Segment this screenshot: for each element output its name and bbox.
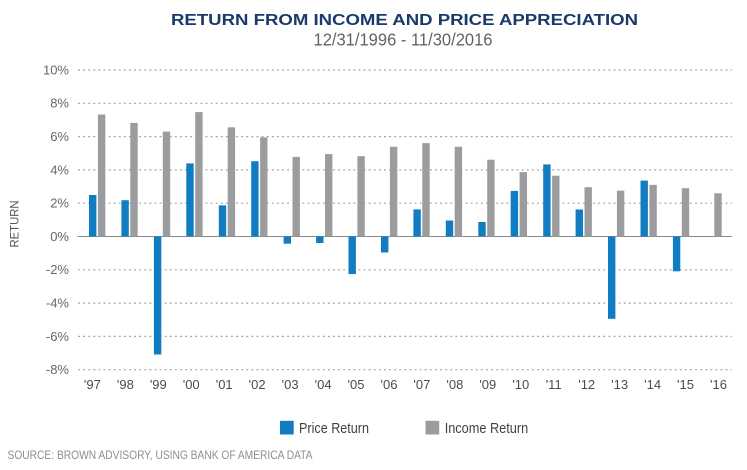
svg-text:'05: '05 — [348, 377, 365, 392]
svg-text:-4%: -4% — [46, 296, 70, 311]
svg-text:10%: 10% — [43, 62, 69, 77]
svg-text:'14: '14 — [644, 377, 661, 392]
svg-text:-6%: -6% — [46, 329, 70, 344]
svg-text:-2%: -2% — [46, 262, 70, 277]
svg-text:'13: '13 — [611, 377, 628, 392]
svg-text:2%: 2% — [50, 196, 69, 211]
svg-text:RETURN: RETURN — [9, 201, 21, 248]
svg-text:RETURN FROM INCOME AND PRICE A: RETURN FROM INCOME AND PRICE APPRECIATIO… — [171, 12, 638, 29]
svg-text:-8%: -8% — [46, 362, 70, 377]
svg-text:'10: '10 — [512, 377, 529, 392]
svg-text:'00: '00 — [183, 377, 200, 392]
svg-text:8%: 8% — [50, 96, 69, 111]
svg-text:Price Return: Price Return — [299, 420, 369, 437]
svg-text:4%: 4% — [50, 162, 69, 177]
svg-text:'01: '01 — [216, 377, 233, 392]
svg-text:'99: '99 — [150, 377, 167, 392]
svg-text:'04: '04 — [315, 377, 332, 392]
svg-text:6%: 6% — [50, 129, 69, 144]
svg-text:'12: '12 — [578, 377, 595, 392]
svg-text:'15: '15 — [677, 377, 694, 392]
svg-text:'03: '03 — [282, 377, 299, 392]
svg-text:SOURCE: BROWN ADVISORY, USING: SOURCE: BROWN ADVISORY, USING BANK OF AM… — [8, 448, 313, 462]
svg-text:'16: '16 — [710, 377, 727, 392]
svg-text:'02: '02 — [249, 377, 266, 392]
svg-text:'97: '97 — [84, 377, 101, 392]
svg-text:Income Return: Income Return — [445, 420, 529, 437]
svg-text:'98: '98 — [117, 377, 134, 392]
svg-text:12/31/1996 - 11/30/2016: 12/31/1996 - 11/30/2016 — [314, 30, 493, 50]
svg-text:'09: '09 — [479, 377, 496, 392]
svg-text:'07: '07 — [413, 377, 430, 392]
svg-text:'06: '06 — [381, 377, 398, 392]
svg-text:'11: '11 — [546, 377, 562, 392]
svg-text:'08: '08 — [446, 377, 463, 392]
svg-text:0%: 0% — [50, 229, 69, 244]
